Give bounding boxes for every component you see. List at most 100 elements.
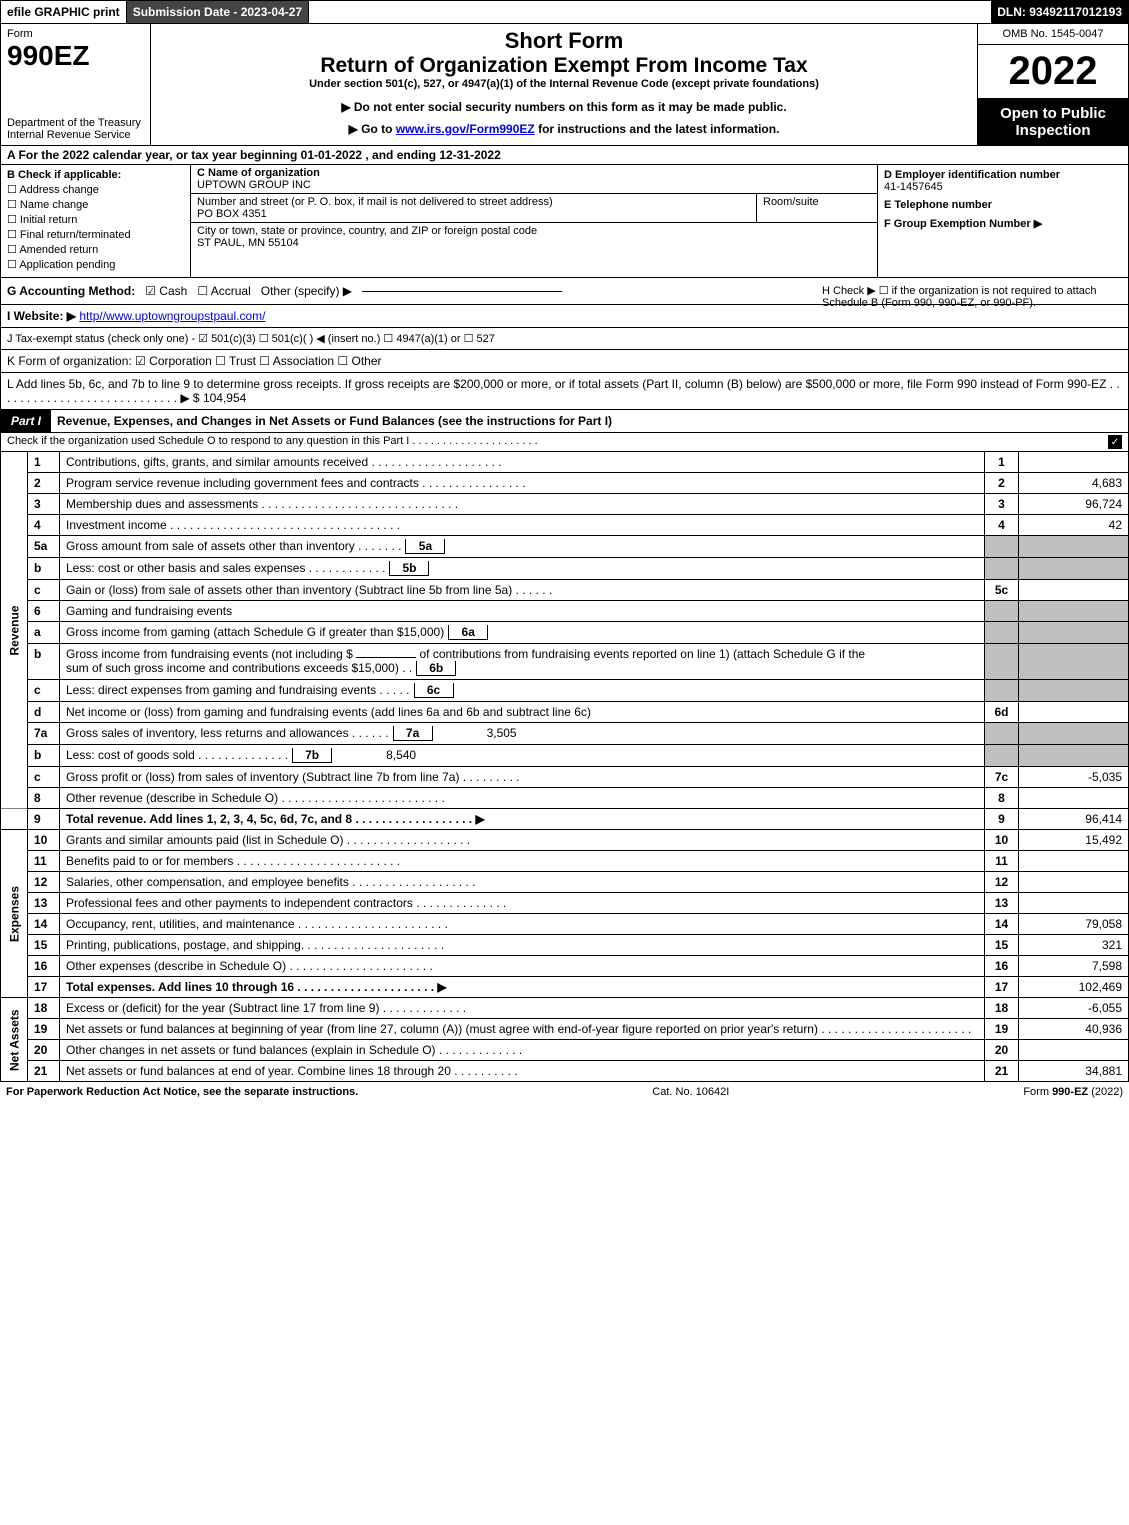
l15-num: 15 [28,935,60,956]
l6a-num: a [28,622,60,644]
l7c-num: c [28,767,60,788]
chk-initial[interactable]: ☐ Initial return [7,213,184,226]
l20-lno: 20 [985,1040,1019,1061]
l11-amt [1019,851,1129,872]
l11-num: 11 [28,851,60,872]
header-right: OMB No. 1545-0047 2022 Open to Public In… [978,24,1128,145]
l6c-desc: Less: direct expenses from gaming and fu… [60,680,985,702]
l8-num: 8 [28,788,60,809]
l6c-shade2 [1019,680,1129,702]
l6b-desc: Gross income from fundraising events (no… [60,644,985,680]
l16-desc: Other expenses (describe in Schedule O) … [60,956,985,977]
chk-accrual[interactable]: ☐ Accrual [197,284,250,298]
form-ref: Form 990-EZ (2022) [1023,1086,1123,1098]
header-left: Form 990EZ Department of the Treasury In… [1,24,151,145]
efile-print[interactable]: efile GRAPHIC print [1,1,127,23]
expenses-side: Expenses [1,830,28,998]
l-amount: 104,954 [203,391,246,405]
ein-block: D Employer identification number 41-1457… [884,169,1122,193]
part-i-header: Part I Revenue, Expenses, and Changes in… [0,410,1129,433]
irs-link[interactable]: www.irs.gov/Form990EZ [396,122,535,136]
l8-amt [1019,788,1129,809]
chkO-text: Check if the organization used Schedule … [7,435,538,449]
chk-address[interactable]: ☐ Address change [7,183,184,196]
l11-desc: Benefits paid to or for members . . . . … [60,851,985,872]
under-section: Under section 501(c), 527, or 4947(a)(1)… [157,78,971,90]
revenue-side: Revenue [1,452,28,809]
chk-cash[interactable]: ☑ Cash [145,284,187,298]
l7b-num: b [28,745,60,767]
l14-amt: 79,058 [1019,914,1129,935]
chk-final[interactable]: ☐ Final return/terminated [7,228,184,241]
l2-amt: 4,683 [1019,473,1129,494]
open-public: Open to Public Inspection [978,99,1128,145]
pra-notice: For Paperwork Reduction Act Notice, see … [6,1086,358,1098]
l6-desc: Gaming and fundraising events [60,601,985,622]
l16-lno: 16 [985,956,1019,977]
l7a-shade [985,723,1019,745]
part-i-table: Revenue 1 Contributions, gifts, grants, … [0,452,1129,1082]
l14-lno: 14 [985,914,1019,935]
header-center: Short Form Return of Organization Exempt… [151,24,978,145]
cat-no: Cat. No. 10642I [652,1086,729,1098]
topbar-spacer [309,1,991,23]
line-h: H Check ▶ ☐ if the organization is not r… [822,284,1122,309]
l4-desc: Investment income . . . . . . . . . . . … [60,515,985,536]
l5a-num: 5a [28,536,60,558]
l7b-shade2 [1019,745,1129,767]
topbar: efile GRAPHIC print Submission Date - 20… [0,0,1129,24]
l17-num: 17 [28,977,60,998]
l5a-shade2 [1019,536,1129,558]
section-b-to-f: B Check if applicable: ☐ Address change … [0,165,1129,278]
website-link[interactable]: http//www.uptowngroupstpaul.com/ [79,309,265,323]
addr-cell: Number and street (or P. O. box, if mail… [191,194,757,222]
addr-row: Number and street (or P. O. box, if mail… [191,194,877,223]
chk-amended[interactable]: ☐ Amended return [7,243,184,256]
l15-amt: 321 [1019,935,1129,956]
chkO-checkbox[interactable]: ✓ [1108,435,1122,449]
l3-num: 3 [28,494,60,515]
l4-num: 4 [28,515,60,536]
l5b-shade2 [1019,558,1129,580]
goto-pre: ▶ Go to [349,122,396,136]
tel-label: E Telephone number [884,199,1122,211]
l19-desc: Net assets or fund balances at beginning… [60,1019,985,1040]
l21-desc: Net assets or fund balances at end of ye… [60,1061,985,1082]
omb-number: OMB No. 1545-0047 [978,24,1128,45]
l6a-desc: Gross income from gaming (attach Schedul… [60,622,985,644]
l-text: L Add lines 5b, 6c, and 7b to line 9 to … [7,377,1120,405]
l3-lno: 3 [985,494,1019,515]
l16-num: 16 [28,956,60,977]
l7b-shade [985,745,1019,767]
l10-desc: Grants and similar amounts paid (list in… [60,830,985,851]
dept-treasury: Department of the Treasury Internal Reve… [7,117,144,141]
l13-num: 13 [28,893,60,914]
l6-num: 6 [28,601,60,622]
line-k: K Form of organization: ☑ Corporation ☐ … [0,350,1129,373]
org-name: UPTOWN GROUP INC [197,179,311,191]
chk-pending[interactable]: ☐ Application pending [7,258,184,271]
l14-num: 14 [28,914,60,935]
col-d: D Employer identification number 41-1457… [878,165,1128,277]
l19-lno: 19 [985,1019,1019,1040]
l4-lno: 4 [985,515,1019,536]
footer: For Paperwork Reduction Act Notice, see … [0,1082,1129,1102]
l2-desc: Program service revenue including govern… [60,473,985,494]
l18-num: 18 [28,998,60,1019]
l6b-box: 6b [416,661,456,676]
l5a-box: 5a [405,539,445,554]
chk-other-method[interactable]: Other (specify) ▶ [261,284,352,298]
chk-name[interactable]: ☐ Name change [7,198,184,211]
l3-desc: Membership dues and assessments . . . . … [60,494,985,515]
l6c-num: c [28,680,60,702]
l5b-box: 5b [389,561,429,576]
l6c-box: 6c [414,683,454,698]
tax-year: 2022 [978,45,1128,99]
l12-lno: 12 [985,872,1019,893]
l5a-shade [985,536,1019,558]
l21-lno: 21 [985,1061,1019,1082]
l1-num: 1 [28,452,60,473]
l18-desc: Excess or (deficit) for the year (Subtra… [60,998,985,1019]
l21-amt: 34,881 [1019,1061,1129,1082]
l7a-val: 3,505 [437,726,517,740]
